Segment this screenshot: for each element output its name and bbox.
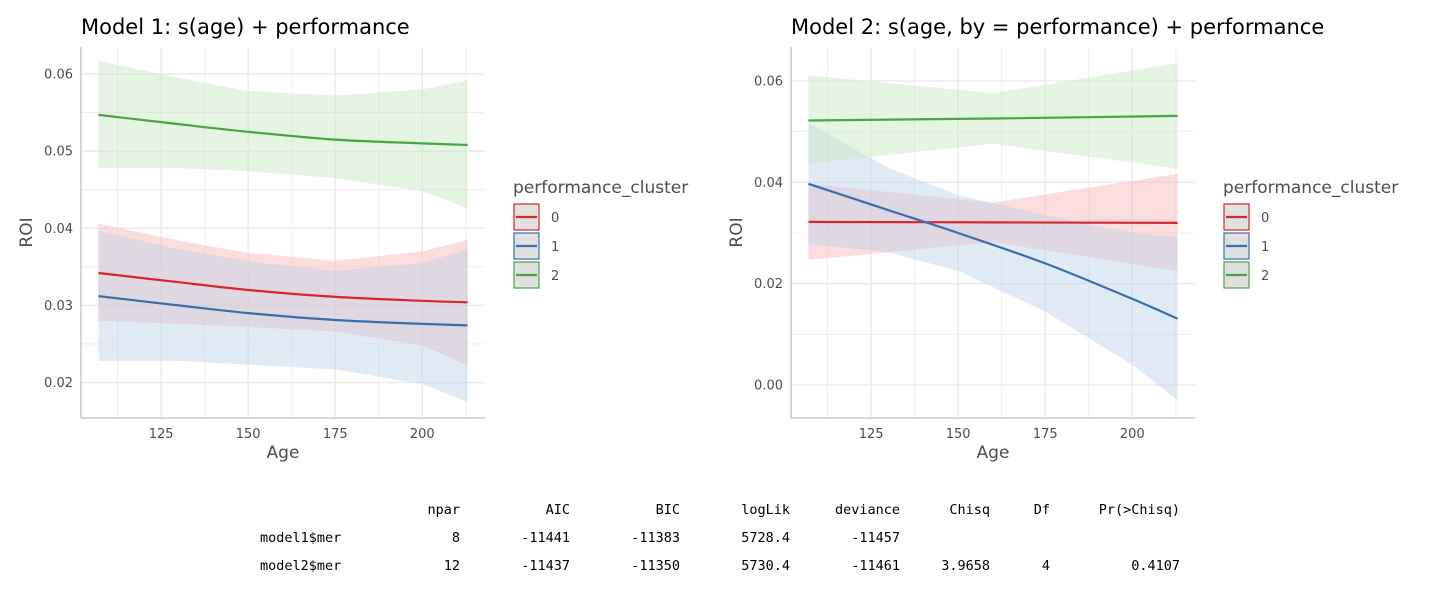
legend-label: 0	[1261, 211, 1269, 226]
x-tick-label: 200	[1120, 427, 1145, 442]
legend-item-1: 1	[1223, 232, 1269, 260]
table-header-cell: npar	[427, 502, 460, 518]
table-header-cell: Chisq	[949, 502, 990, 518]
x-tick-label: 175	[323, 427, 348, 442]
confidence-band-2	[808, 63, 1178, 169]
x-tick-label: 175	[1033, 427, 1058, 442]
legend-title: performance_cluster	[513, 178, 688, 198]
legend-label: 2	[1261, 269, 1269, 284]
legend-label: 1	[551, 240, 559, 255]
confidence-band-1	[808, 123, 1178, 401]
series-line-0	[808, 220, 1178, 224]
legend-item-0: 0	[1223, 203, 1269, 231]
table-cell: 12	[444, 558, 460, 574]
y-tick-label: 0.06	[754, 74, 783, 89]
table-row: model1$mer 8 -11441 -11383 5728.4 -11457	[260, 530, 900, 546]
table-row-label: model1$mer	[260, 530, 341, 546]
x-tick-label: 125	[149, 427, 174, 442]
legend-item-2: 2	[513, 261, 559, 289]
table-header-cell: BIC	[656, 502, 680, 518]
y-tick-label: 0.06	[44, 67, 73, 82]
legend-label: 0	[551, 211, 559, 226]
table-header-cell: Pr(>Chisq)	[1099, 502, 1180, 518]
table-header-cell: deviance	[835, 502, 900, 518]
x-tick-label: 150	[946, 427, 971, 442]
table-header-cell: AIC	[546, 502, 570, 518]
y-tick-label: 0.00	[754, 379, 783, 394]
y-axis-title: ROI	[727, 217, 747, 247]
table-cell: 8	[452, 530, 460, 546]
y-tick-label: 0.03	[44, 299, 73, 314]
y-tick-label: 0.04	[44, 222, 73, 237]
legend: performance_cluster 0 1 2	[513, 178, 688, 289]
x-tick-label: 150	[236, 427, 261, 442]
table-cell: -11383	[631, 530, 680, 546]
legend-item-2: 2	[1223, 261, 1269, 289]
y-tick-label: 0.05	[44, 145, 73, 160]
x-tick-label: 200	[410, 427, 435, 442]
chart-panel-model-2: Model 2: s(age, by = performance) + perf…	[727, 15, 1398, 463]
table-cell: 0.4107	[1131, 558, 1180, 574]
table-cell: -11437	[521, 558, 570, 574]
chart-title: Model 1: s(age) + performance	[81, 15, 410, 39]
y-tick-label: 0.04	[754, 176, 783, 191]
series-line-2	[98, 113, 468, 147]
series-line-0	[98, 271, 468, 304]
table-cell: 5730.4	[741, 558, 790, 574]
x-tick-label: 125	[859, 427, 884, 442]
y-axis-title: ROI	[17, 217, 37, 247]
y-tick-label: 0.02	[44, 376, 73, 391]
legend-title: performance_cluster	[1223, 178, 1398, 198]
table-cell: 5728.4	[741, 530, 790, 546]
legend: performance_cluster 0 1 2	[1223, 178, 1398, 289]
chart-panel-model-1: Model 1: s(age) + performance 0.02 0.03 0.0…	[17, 15, 688, 463]
legend-label: 1	[1261, 240, 1269, 255]
y-tick-label: 0.02	[754, 277, 783, 292]
confidence-band-0	[98, 223, 468, 366]
table-row-label: model2$mer	[260, 558, 341, 574]
table-cell: 3.9658	[941, 558, 990, 574]
table-cell: -11441	[521, 530, 570, 546]
legend-item-0: 0	[513, 203, 559, 231]
table-header-cell: logLik	[741, 502, 790, 518]
series-line-1	[98, 295, 468, 327]
table-header-cell: Df	[1034, 502, 1050, 518]
table-cell: -11461	[851, 558, 900, 574]
legend-label: 2	[551, 269, 559, 284]
chart-title: Model 2: s(age, by = performance) + perf…	[791, 15, 1324, 39]
grid	[81, 47, 485, 418]
legend-item-1: 1	[513, 232, 559, 260]
table-cell: -11350	[631, 558, 680, 574]
series-line-1	[808, 182, 1179, 320]
table-row: model2$mer 12 -11437 -11350 5730.4 -11461 3.96…	[260, 558, 1180, 574]
table-cell: 4	[1042, 558, 1050, 574]
x-axis-title: Age	[267, 443, 300, 463]
anova-table: npar AIC BIC logLik deviance Chisq Df Pr(>Chisq…	[260, 502, 1180, 574]
series-line-2	[808, 114, 1178, 122]
x-axis-title: Age	[977, 443, 1010, 463]
table-cell: -11457	[851, 530, 900, 546]
